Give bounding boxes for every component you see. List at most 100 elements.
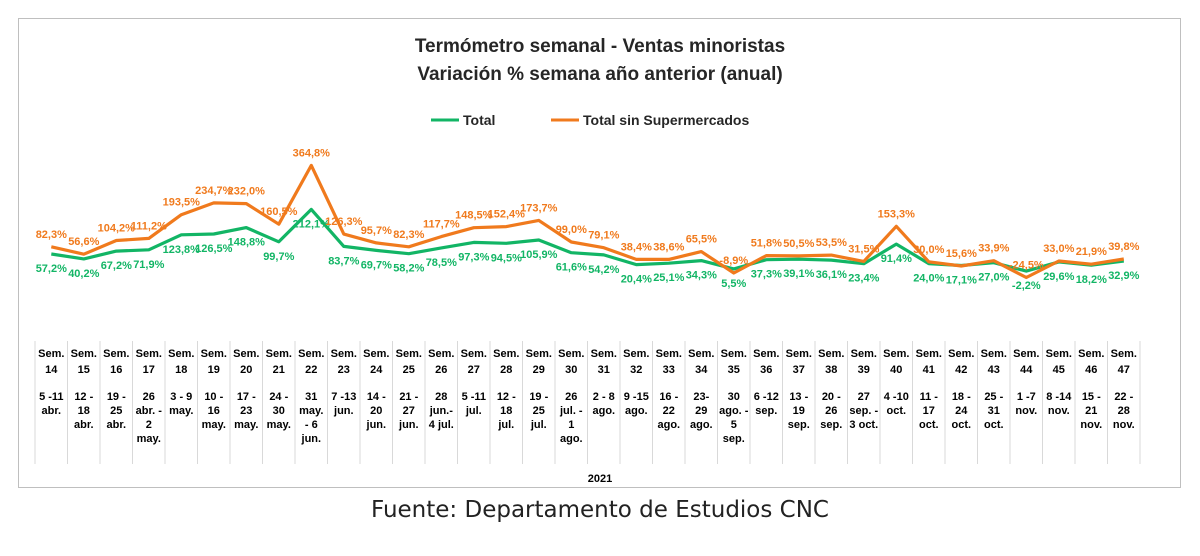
chart-subtitle: Variación % semana año anterior (anual) [417,64,782,85]
tick-label-week: Sem. 14 [38,348,64,376]
data-label-total: 32,9% [1108,270,1139,282]
data-label-sin-supermercados: 152,4% [488,209,526,221]
data-label-total: 123,8% [163,244,201,256]
chart-title: Termómetro semanal - Ventas minoristas [415,36,785,57]
data-label-total: 25,1% [653,272,684,284]
tick-label-date-range: 10 -16 may. [202,391,226,431]
data-label-total: 61,6% [556,262,587,274]
data-label-total: 18,2% [1076,274,1107,286]
tick-label-date-range: 15 -21 nov. [1080,391,1102,431]
data-label-sin-supermercados: -8,9% [719,255,748,267]
line-chart: Termómetro semanal - Ventas minoristas V… [34,36,1141,485]
tick-label-date-range: 26 abr. -2 may. [136,391,163,445]
data-label-total: 40,2% [68,268,99,280]
tick-label-date-range: 21 -27 jun. [398,391,419,431]
data-label-sin-supermercados: 126,3% [325,216,363,228]
tick-label-date-range: 12 -18 jul. [497,391,516,431]
data-label-total: 23,4% [848,273,879,285]
data-label-total: 36,1% [816,269,847,281]
tick-label-week: Sem. 21 [266,348,292,376]
data-label-sin-supermercados: 39,8% [1108,241,1139,253]
tick-label-week: Sem. 33 [656,348,682,376]
data-label-total: 5,5% [721,278,746,290]
legend-label-sin-supermercados: Total sin Supermercados [583,112,749,128]
data-label-sin-supermercados: 364,8% [293,147,331,159]
tick-label-week: Sem. 20 [233,348,259,376]
data-label-total: 29,6% [1043,271,1074,283]
tick-label-week: Sem. 23 [331,348,357,376]
data-label-total: 148,8% [228,237,266,249]
data-label-sin-supermercados: 15,6% [946,248,977,260]
tick-label-date-range: 2 - 8 ago. [592,391,615,417]
data-label-total: 17,1% [946,275,977,287]
tick-label-date-range: 11 -17 oct. [919,391,939,431]
tick-label-date-range: 31 may. - 6 jun. [299,391,323,445]
tick-label-date-range: 1 -7 nov. [1015,391,1037,417]
data-label-total: 91,4% [881,253,912,265]
tick-label-date-range: 5 -11 abr. [39,391,63,417]
tick-label-week: Sem. 19 [201,348,227,376]
tick-label-week: Sem. 25 [396,348,422,376]
tick-label-date-range: 12 -18 abr. [74,391,94,431]
tick-label-week: Sem. 42 [948,348,974,376]
data-label-total: 27,0% [978,272,1009,284]
tick-label-week: Sem. 30 [558,348,584,376]
data-label-sin-supermercados: 51,8% [751,238,782,250]
tick-label-week: Sem. 47 [1111,348,1137,376]
tick-label-week: Sem. 32 [623,348,649,376]
source-note: Fuente: Departamento de Estudios CNC [370,497,829,523]
tick-label-week: Sem. 38 [818,348,844,376]
data-label-total: 69,7% [361,259,392,271]
tick-label-week: Sem. 18 [168,348,194,376]
data-label-sin-supermercados: -24,5% [1009,260,1044,272]
tick-label-week: Sem. 28 [493,348,519,376]
tick-label-week: Sem. 29 [526,348,552,376]
data-label-total: 97,3% [458,251,489,263]
tick-label-date-range: 8 -14 nov. [1046,391,1072,417]
chart-frame: Termómetro semanal - Ventas minoristas V… [18,18,1181,488]
tick-label-date-range: 18 -24 oct. [952,391,972,431]
tick-label-date-range: 27 sep. -3 oct. [849,391,878,431]
data-label-sin-supermercados: 193,5% [163,197,201,209]
data-label-sin-supermercados: 65,5% [686,234,717,246]
plot-area: 57,2% 40,2%67,2% 71,9% 123,8%126,5%148,8% 99… [36,147,1140,292]
tick-label-date-range: 20 -26 sep. [820,391,842,431]
legend-label-total: Total [463,112,495,128]
data-label-sin-supermercados: 56,6% [68,236,99,248]
data-label-total: 99,7% [263,251,294,263]
tick-label-week: Sem. 22 [298,348,324,376]
tick-label-week: Sem. 16 [103,348,129,376]
category-axis: Sem. 14 5 -11 abr. Sem. 15 12 -18 abr. Sem. 16 19 … [34,341,1141,464]
tick-label-week: Sem. 39 [851,348,877,376]
data-label-sin-supermercados: 111,2% [131,220,167,232]
tick-label-date-range: 24 -30 may. [267,391,291,431]
data-label-total: 20,4% [621,274,652,286]
data-label-sin-supermercados: 82,3% [393,229,424,241]
tick-label-date-range: 3 - 9 may. [169,391,193,417]
data-label-total: 126,5% [195,243,233,255]
tick-label-week: Sem. 26 [428,348,454,376]
tick-label-date-range: 25 -31 oct. [984,391,1004,431]
tick-label-date-range: 23-29 ago. [690,391,713,431]
legend: Total Total sin Supermercados [431,112,749,128]
data-label-sin-supermercados: 38,6% [653,241,684,253]
data-label-total: 37,3% [751,269,782,281]
tick-label-week: Sem. 17 [136,348,162,376]
data-label-sin-supermercados: 21,9% [1076,246,1107,258]
tick-label-date-range: 19 -25 abr. [107,391,127,431]
tick-label-date-range: 13 -19 sep. [788,391,810,431]
tick-label-week: Sem. 43 [981,348,1007,376]
data-label-sin-supermercados: 33,0% [1043,243,1074,255]
data-label-total: -2,2% [1012,280,1041,292]
tick-label-date-range: 6 -12 sep. [754,391,779,417]
data-label-sin-supermercados: 232,0% [228,186,266,198]
data-label-total: 105,9% [520,249,558,261]
data-label-total: 94,5% [491,252,522,264]
data-label-total: 54,2% [588,264,619,276]
data-label-sin-supermercados: 173,7% [520,202,558,214]
tick-label-week: Sem. 15 [71,348,97,376]
data-label-sin-supermercados: 117,7% [423,219,460,231]
tick-label-week: Sem. 37 [786,348,812,376]
data-label-sin-supermercados: 104,2% [98,223,136,235]
tick-label-date-range: 19 -25 jul. [529,391,548,431]
